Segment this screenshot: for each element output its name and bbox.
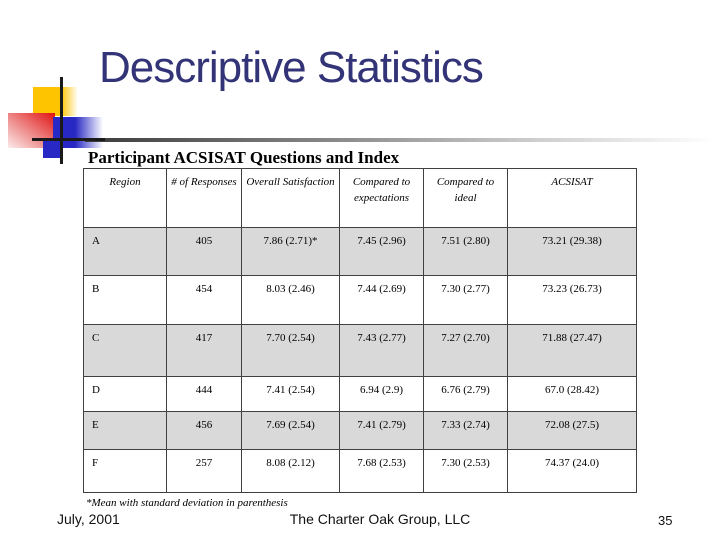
table-cell: 8.03 (2.46): [241, 275, 340, 325]
statistics-table: Region # of Responses Overall Satisfacti…: [83, 168, 637, 493]
table-cell: 7.69 (2.54): [241, 411, 340, 450]
header-row: Region # of Responses Overall Satisfacti…: [83, 168, 637, 228]
table-cell: 7.27 (2.70): [423, 324, 508, 377]
column-header-overall-satisfaction: Overall Satisfaction: [241, 168, 340, 228]
table-cell: 7.30 (2.53): [423, 449, 508, 493]
table-cell: 7.30 (2.77): [423, 275, 508, 325]
table-cell: 7.41 (2.79): [339, 411, 424, 450]
table-row-c: C 417 7.70 (2.54) 7.43 (2.77) 7.27 (2.70…: [83, 324, 637, 377]
column-header-responses: # of Responses: [166, 168, 242, 228]
table-cell: D: [83, 376, 167, 412]
table-cell: C: [83, 324, 167, 377]
table-cell: 6.76 (2.79): [423, 376, 508, 412]
column-header-region: Region: [83, 168, 167, 228]
table-cell: 7.33 (2.74): [423, 411, 508, 450]
table-cell: 73.23 (26.73): [507, 275, 637, 325]
table-cell: 72.08 (27.5): [507, 411, 637, 450]
table-cell: A: [83, 227, 167, 276]
table-container: Region # of Responses Overall Satisfacti…: [83, 168, 637, 493]
table-cell: 7.70 (2.54): [241, 324, 340, 377]
table-cell: 444: [166, 376, 242, 412]
horizontal-line: [32, 138, 105, 141]
table-row-e: E 456 7.69 (2.54) 7.41 (2.79) 7.33 (2.74…: [83, 411, 637, 450]
blue-square-small: [43, 141, 63, 158]
table-cell: 257: [166, 449, 242, 493]
table-title: Participant ACSISAT Questions and Index: [88, 148, 400, 167]
table-cell: 7.45 (2.96): [339, 227, 424, 276]
table-row-b: B 454 8.03 (2.46) 7.44 (2.69) 7.30 (2.77…: [83, 275, 637, 325]
table-cell: 454: [166, 275, 242, 325]
footer-company: The Charter Oak Group, LLC: [289, 511, 471, 527]
column-header-compared-expectations: Compared to expectations: [339, 168, 424, 228]
table-cell: E: [83, 411, 167, 450]
table-cell: 456: [166, 411, 242, 450]
table-cell: 74.37 (24.0): [507, 449, 637, 493]
table-cell: 73.21 (29.38): [507, 227, 637, 276]
table-row-f: F 257 8.08 (2.12) 7.68 (2.53) 7.30 (2.53…: [83, 449, 637, 493]
table-cell: 417: [166, 324, 242, 377]
yellow-square: [33, 87, 78, 116]
footer-page-number: 35: [658, 513, 673, 528]
table-row-d: D 444 7.41 (2.54) 6.94 (2.9) 6.76 (2.79)…: [83, 376, 637, 412]
table-cell: 7.68 (2.53): [339, 449, 424, 493]
vertical-line: [60, 77, 63, 164]
table-cell: F: [83, 449, 167, 493]
table-cell: 7.43 (2.77): [339, 324, 424, 377]
page-title: Descriptive Statistics: [99, 43, 484, 92]
footer-date: July, 2001: [57, 511, 120, 527]
column-header-acsisat: ACSISAT: [507, 168, 637, 228]
table-cell: 405: [166, 227, 242, 276]
table-cell: 7.44 (2.69): [339, 275, 424, 325]
table-cell: B: [83, 275, 167, 325]
column-header-compared-ideal: Compared to ideal: [423, 168, 508, 228]
table-row-a: A 405 7.86 (2.71)* 7.45 (2.96) 7.51 (2.8…: [83, 227, 637, 276]
table-cell: 6.94 (2.9): [339, 376, 424, 412]
footnote: *Mean with standard deviation in parenth…: [86, 497, 288, 509]
table-cell: 67.0 (28.42): [507, 376, 637, 412]
divider-rule: [85, 138, 715, 142]
table-cell: 7.41 (2.54): [241, 376, 340, 412]
table-cell: 71.88 (27.47): [507, 324, 637, 377]
table-cell: 7.51 (2.80): [423, 227, 508, 276]
table-cell: 8.08 (2.12): [241, 449, 340, 493]
table-cell: 7.86 (2.71)*: [241, 227, 340, 276]
